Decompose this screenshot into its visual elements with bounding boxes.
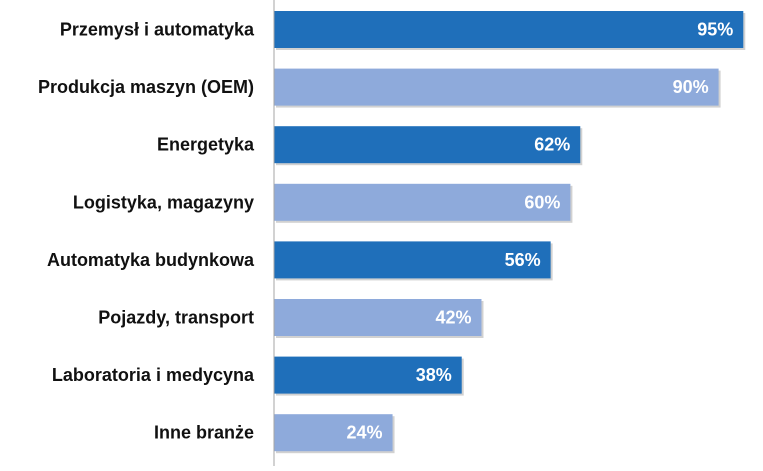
value-labels: 95% 90% 62% 60% 56% 42% 38% 24% [347, 20, 734, 443]
category-label: Automatyka budynkowa [47, 250, 255, 270]
category-label: Produkcja maszyn (OEM) [38, 77, 254, 97]
value-label: 38% [416, 365, 452, 385]
value-label: 56% [505, 250, 541, 270]
value-label: 62% [534, 135, 570, 155]
value-label: 42% [435, 308, 471, 328]
category-label: Energetyka [157, 135, 255, 155]
value-label: 95% [697, 20, 733, 40]
category-label: Logistyka, magazyny [73, 192, 254, 212]
bar [274, 183, 571, 221]
value-label: 90% [673, 77, 709, 97]
bar [274, 414, 393, 452]
bar [274, 356, 462, 394]
category-label: Przemysł i automatyka [60, 20, 255, 40]
category-labels: Przemysł i automatyka Produkcja maszyn (O… [38, 20, 255, 443]
category-label: Inne branże [154, 423, 254, 443]
bar [274, 68, 719, 106]
bar [274, 11, 744, 48]
bar [274, 299, 482, 336]
category-label: Pojazdy, transport [98, 308, 254, 328]
bar [274, 126, 581, 164]
value-label: 24% [347, 423, 383, 443]
bar [274, 241, 551, 279]
bars [274, 11, 744, 452]
value-label: 60% [524, 192, 560, 212]
category-label: Laboratoria i medycyna [52, 365, 255, 385]
